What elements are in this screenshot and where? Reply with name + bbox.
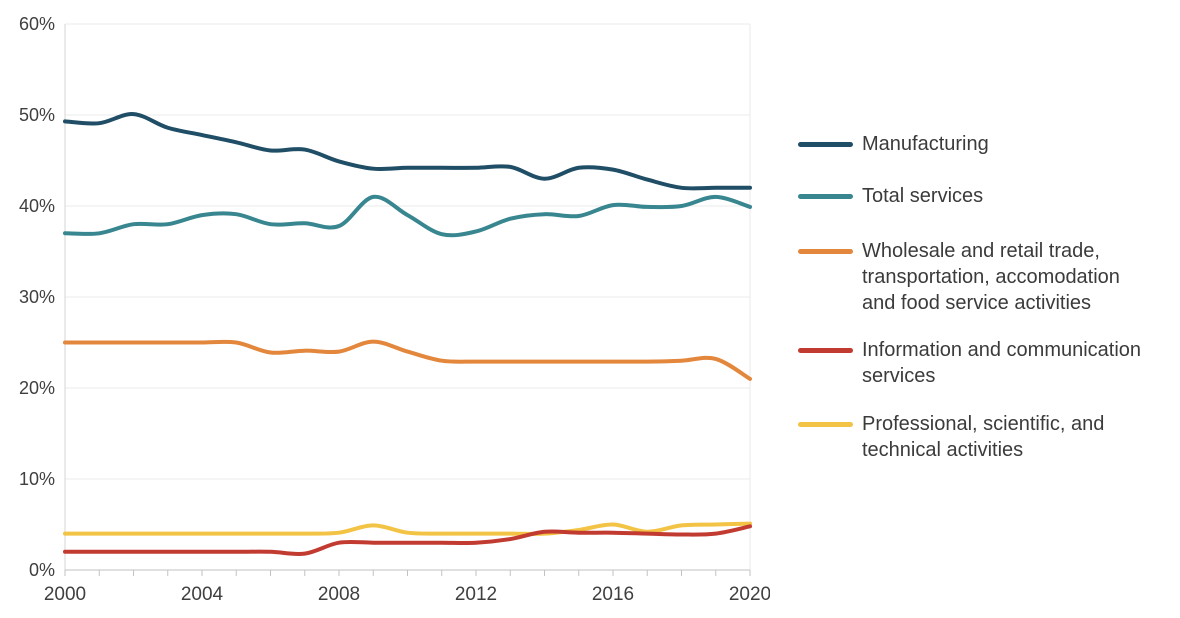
series-line-total-services — [63, 194, 752, 238]
y-axis-label-10: 10% — [19, 469, 55, 489]
x-axis-label-2008: 2008 — [318, 584, 360, 605]
legend-label-line: Professional, scientific, and — [862, 413, 1105, 435]
legend-label-total-services: Total services — [862, 183, 983, 209]
legend-item-wholesale-retail-trade: Wholesale and retail trade, transportatio… — [798, 238, 1120, 316]
line-chart: 0% 10% 20% 30% 40% 50% 60% 2000 2004 2008 2012 2016… — [19, 14, 770, 605]
x-axis-label-2012: 2012 — [455, 584, 497, 605]
series-line-professional-scientific — [63, 521, 752, 536]
legend-label-line: technical activities — [862, 439, 1024, 461]
y-axis-label-40: 40% — [19, 196, 55, 216]
legend-label-line: services — [862, 365, 936, 387]
legend-item-professional-scientific: Professional, scientific, and technical a… — [798, 411, 1104, 463]
y-axis-label-30: 30% — [19, 287, 55, 307]
legend-swatch-total-services — [798, 194, 853, 199]
legend-label-line: Total services — [862, 185, 984, 207]
legend-label-line: transportation, accomodation — [862, 266, 1120, 288]
legend-label-wholesale-retail-trade: Wholesale and retail trade, transportatio… — [862, 238, 1120, 316]
y-axis-label-60: 60% — [19, 14, 55, 34]
legend-swatch-information-communication — [798, 348, 853, 353]
y-axis-label-0: 0% — [29, 560, 55, 580]
legend-item-manufacturing: Manufacturing — [798, 131, 989, 157]
legend-label-line: Information and communication — [862, 339, 1142, 361]
series-line-manufacturing — [63, 112, 752, 191]
legend-swatch-wholesale-retail-trade — [798, 249, 853, 254]
legend-item-information-communication: Information and communication services — [798, 337, 1141, 389]
legend-label-line: Manufacturing — [862, 133, 989, 155]
legend-label-line: Wholesale and retail trade, — [862, 240, 1100, 262]
legend-swatch-manufacturing — [798, 142, 853, 147]
series-line-wholesale-retail-trade — [63, 339, 752, 381]
y-axis-label-20: 20% — [19, 378, 55, 398]
legend-label-manufacturing: Manufacturing — [862, 131, 989, 157]
x-axis-label-2000: 2000 — [44, 584, 86, 605]
legend-item-total-services: Total services — [798, 183, 983, 209]
legend-label-professional-scientific: Professional, scientific, and technical a… — [862, 411, 1104, 463]
x-axis-label-2004: 2004 — [181, 584, 224, 605]
series-line-information-communication — [63, 524, 752, 557]
x-axis-label-2016: 2016 — [592, 584, 634, 605]
legend-swatch-professional-scientific — [798, 422, 853, 427]
legend-label-information-communication: Information and communication services — [862, 337, 1141, 389]
y-axis-label-50: 50% — [19, 105, 55, 125]
x-axis-label-2020: 2020 — [729, 584, 770, 605]
legend-label-line: and food service activities — [862, 292, 1092, 314]
